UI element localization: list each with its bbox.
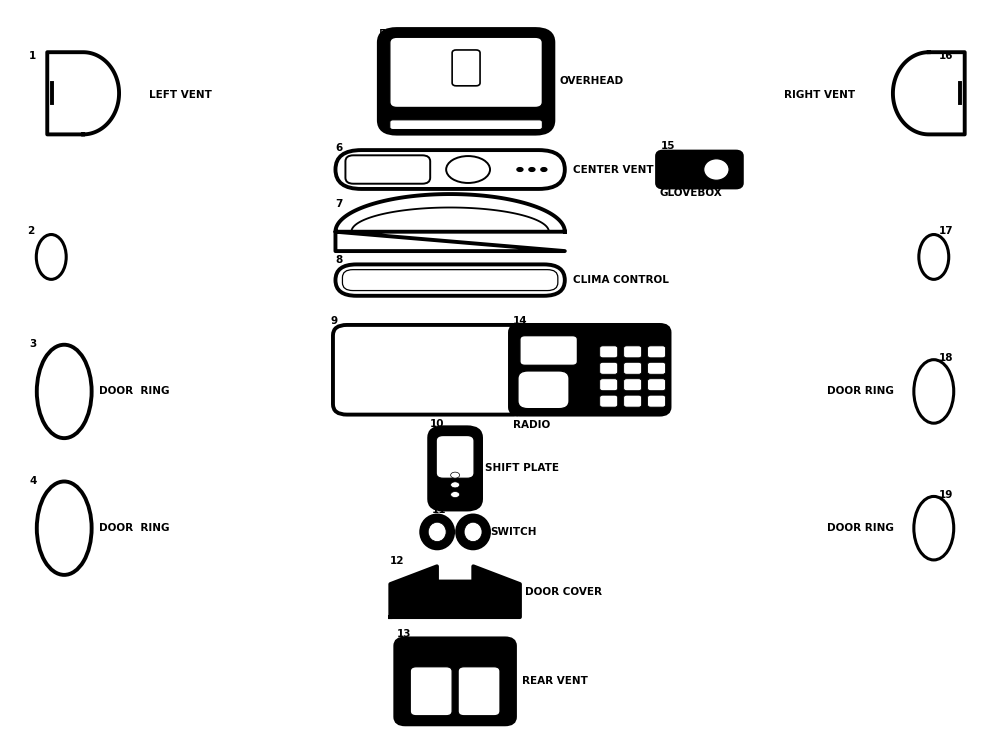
FancyBboxPatch shape (600, 395, 618, 407)
FancyBboxPatch shape (657, 152, 742, 188)
FancyBboxPatch shape (648, 379, 666, 391)
Text: DOOR RING: DOOR RING (827, 524, 894, 533)
Polygon shape (390, 566, 520, 617)
FancyBboxPatch shape (458, 667, 500, 716)
FancyBboxPatch shape (335, 150, 565, 189)
FancyBboxPatch shape (345, 155, 430, 184)
Text: RADIO: RADIO (513, 420, 550, 430)
Ellipse shape (464, 522, 482, 542)
Text: 15: 15 (661, 141, 675, 151)
Ellipse shape (541, 168, 547, 172)
FancyBboxPatch shape (600, 379, 618, 391)
FancyBboxPatch shape (390, 38, 542, 107)
FancyBboxPatch shape (342, 270, 558, 290)
FancyBboxPatch shape (390, 120, 542, 130)
Text: OVERHEAD: OVERHEAD (560, 76, 624, 86)
FancyBboxPatch shape (648, 346, 666, 358)
Text: 17: 17 (939, 226, 953, 236)
Text: CENTER VENT: CENTER VENT (573, 164, 653, 175)
Text: 19: 19 (939, 490, 953, 500)
Text: 1: 1 (29, 51, 37, 62)
Text: 5: 5 (378, 28, 386, 39)
Text: DOOR COVER: DOOR COVER (525, 586, 602, 597)
FancyBboxPatch shape (624, 362, 642, 374)
Text: 6: 6 (335, 143, 343, 153)
FancyBboxPatch shape (436, 436, 474, 478)
FancyBboxPatch shape (624, 346, 642, 358)
FancyBboxPatch shape (600, 346, 618, 358)
Text: 14: 14 (513, 316, 528, 326)
Ellipse shape (451, 491, 460, 497)
Text: 9: 9 (330, 316, 338, 326)
Text: DOOR RING: DOOR RING (827, 386, 894, 397)
Text: 16: 16 (939, 51, 953, 62)
Text: 2: 2 (27, 226, 35, 236)
FancyBboxPatch shape (648, 362, 666, 374)
Text: 13: 13 (397, 628, 412, 639)
FancyBboxPatch shape (452, 50, 480, 86)
FancyBboxPatch shape (518, 371, 569, 409)
FancyBboxPatch shape (624, 395, 642, 407)
Text: 12: 12 (390, 556, 405, 566)
Ellipse shape (704, 159, 729, 180)
Text: 7: 7 (335, 199, 343, 209)
Ellipse shape (529, 168, 535, 172)
Ellipse shape (517, 168, 523, 172)
Ellipse shape (451, 472, 460, 478)
Text: RIGHT VENT: RIGHT VENT (784, 90, 855, 100)
Text: SWITCH: SWITCH (490, 527, 537, 537)
Ellipse shape (428, 522, 446, 542)
FancyBboxPatch shape (648, 395, 666, 407)
FancyBboxPatch shape (510, 325, 670, 415)
FancyBboxPatch shape (410, 667, 452, 716)
Text: 4: 4 (29, 476, 37, 485)
FancyBboxPatch shape (429, 427, 481, 509)
Text: DOOR  RING: DOOR RING (99, 524, 170, 533)
FancyBboxPatch shape (520, 336, 577, 365)
Text: DOOR  RING: DOOR RING (99, 386, 170, 397)
Ellipse shape (451, 482, 460, 488)
FancyBboxPatch shape (600, 362, 618, 374)
Text: LEFT VENT: LEFT VENT (149, 90, 212, 100)
Text: CLIMA CONTROL: CLIMA CONTROL (573, 275, 669, 285)
Text: 11: 11 (432, 506, 447, 515)
Text: REAR VENT: REAR VENT (522, 676, 588, 686)
FancyBboxPatch shape (333, 325, 527, 415)
Text: GLOVEBOX: GLOVEBOX (660, 188, 722, 198)
FancyBboxPatch shape (335, 265, 565, 296)
FancyBboxPatch shape (624, 379, 642, 391)
FancyBboxPatch shape (395, 638, 515, 724)
Ellipse shape (457, 515, 489, 548)
Text: 18: 18 (939, 353, 953, 363)
Text: SHIFT PLATE: SHIFT PLATE (485, 464, 559, 473)
Ellipse shape (421, 515, 453, 548)
Text: 10: 10 (430, 419, 445, 429)
Text: 8: 8 (335, 255, 343, 266)
Text: 3: 3 (29, 339, 37, 349)
FancyBboxPatch shape (379, 29, 553, 134)
